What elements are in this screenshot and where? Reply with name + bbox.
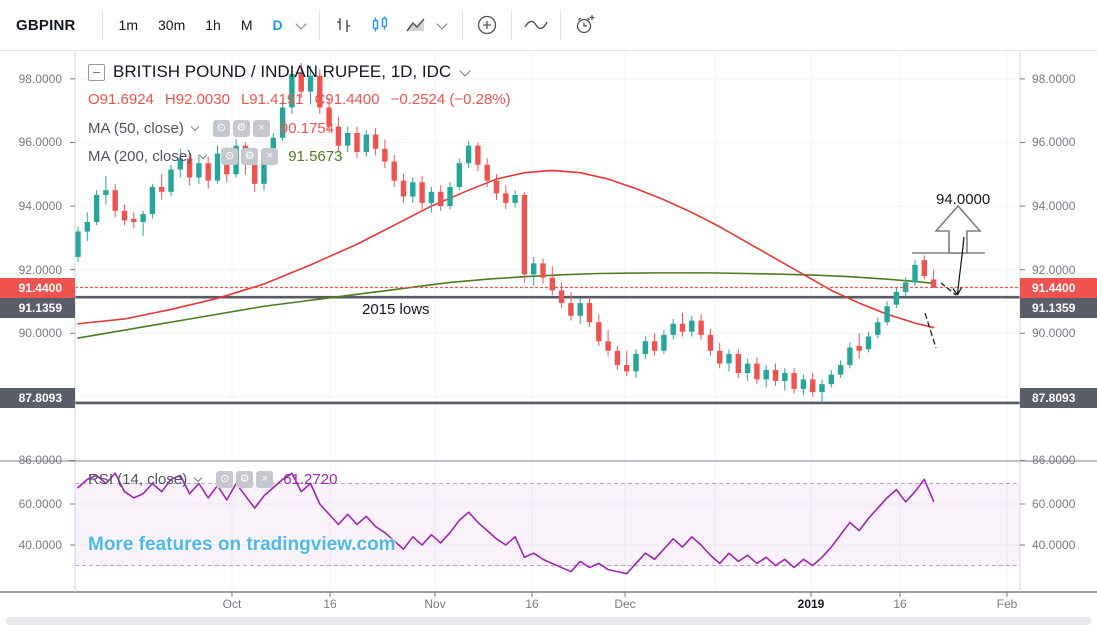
candles-layer <box>75 62 937 403</box>
ma50-label[interactable]: MA (50, close) <box>88 120 184 137</box>
collapse-legend-icon[interactable] <box>88 63 105 81</box>
symbol-search-button[interactable]: GBPINR <box>16 16 76 34</box>
left-price-axis[interactable] <box>0 50 75 592</box>
ma200-line <box>77 272 935 339</box>
timeframe-button-D[interactable]: D <box>272 17 283 33</box>
line-chart-icon[interactable] <box>519 8 553 42</box>
time-axis[interactable] <box>0 592 1097 617</box>
alert-clock-icon[interactable] <box>568 8 602 42</box>
trend-arrow-annotation[interactable] <box>924 236 965 349</box>
settings-icon[interactable]: ⚙ <box>241 148 259 165</box>
candles-icon[interactable] <box>363 8 397 42</box>
ma200-label[interactable]: MA (200, close) <box>88 148 193 165</box>
rsi-band <box>75 483 1020 566</box>
remove-icon[interactable]: × <box>252 120 270 137</box>
timeframe-button-30m[interactable]: 30m <box>158 17 186 33</box>
timeframe-group: 1m 30m 1h M D <box>109 12 293 38</box>
rsi-line <box>77 472 935 575</box>
tradingview-watermark-link[interactable]: More features on tradingview.com <box>88 534 396 555</box>
settings-icon[interactable]: ⚙ <box>232 120 250 137</box>
timeframe-button-1h[interactable]: 1h <box>205 17 221 33</box>
add-circle-icon[interactable] <box>470 8 504 42</box>
right-price-axis[interactable] <box>1020 50 1097 592</box>
area-chart-icon[interactable] <box>399 8 433 42</box>
timeframe-button-M[interactable]: M <box>240 17 253 33</box>
ohlc-bars-icon[interactable] <box>327 8 361 42</box>
settings-icon[interactable]: ⚙ <box>236 471 254 488</box>
rsi-label[interactable]: RSI (14, close) <box>88 471 188 488</box>
remove-icon[interactable]: × <box>261 148 279 165</box>
up-arrow-annotation[interactable] <box>934 204 982 254</box>
visibility-icon[interactable]: ⊙ <box>212 120 230 137</box>
symbol-legend-row: BRITISH POUND / INDIAN RUPEE, 1D, IDC <box>88 62 471 82</box>
remove-icon[interactable]: × <box>256 471 274 488</box>
ma50-line <box>77 169 935 329</box>
bottom-scrollbar[interactable] <box>6 617 1091 625</box>
visibility-icon[interactable]: ⊙ <box>216 471 234 488</box>
timeframe-button-1m[interactable]: 1m <box>118 17 138 33</box>
legend-symbol-title[interactable]: BRITISH POUND / INDIAN RUPEE, 1D, IDC <box>113 62 452 81</box>
visibility-icon[interactable]: ⊙ <box>221 148 239 165</box>
